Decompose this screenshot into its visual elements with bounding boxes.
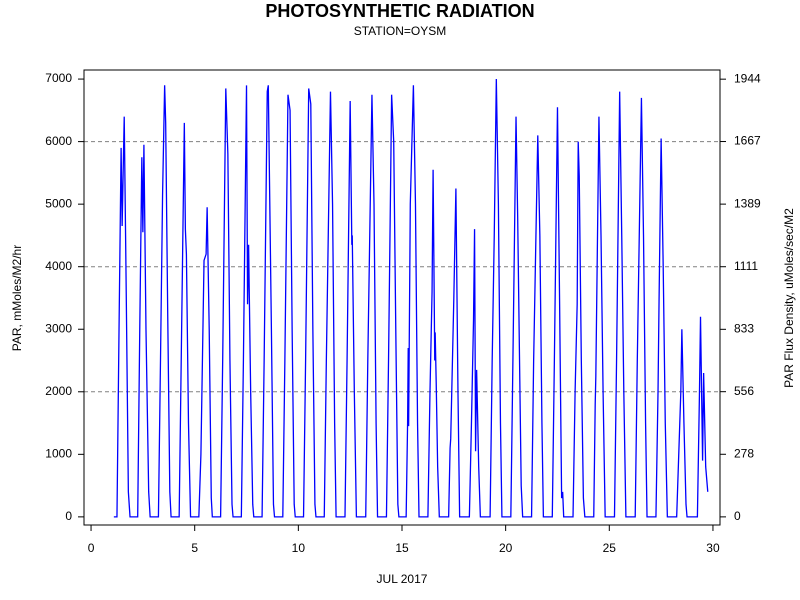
y2-tick-label: 833 [734,321,754,335]
y2-tick-label: 1389 [734,196,761,210]
y2-tick-label: 1667 [734,134,761,148]
plot-frame [83,69,721,526]
y-tick-label: 6000 [45,134,72,148]
y-tick-label: 5000 [45,196,72,210]
x-tick-label: 10 [292,541,306,555]
y-tick-label: 0 [65,509,72,523]
y2-tick-label: 1111 [734,259,758,273]
x-tick-label: 30 [706,541,720,555]
chart-title: PHOTOSYNTHETIC RADIATION [265,1,534,21]
chart-subtitle: STATION=OYSM [354,24,447,38]
y-tick-label: 7000 [45,71,72,85]
y2-tick-label: 278 [734,446,754,460]
x-tick-label: 5 [191,541,198,555]
x-tick-label: 0 [88,541,95,555]
y2-axis-label: PAR Flux Density, uMoles/sec/M2 [782,208,796,388]
y-tick-label: 1000 [45,446,72,460]
x-axis-label: JUL 2017 [377,572,428,586]
y2-tick-label: 0 [734,509,741,523]
y2-tick-label: 556 [734,384,754,398]
data-line [113,79,709,518]
x-tick-label: 20 [499,541,513,555]
y-axis-label: PAR, mMoles/M2/hr [10,245,24,351]
x-tick-label: 15 [395,541,409,555]
y-tick-label: 4000 [45,259,72,273]
y-tick-label: 3000 [45,321,72,335]
y-tick-label: 2000 [45,384,72,398]
y2-tick-label: 1944 [734,71,761,85]
x-tick-label: 25 [603,541,617,555]
